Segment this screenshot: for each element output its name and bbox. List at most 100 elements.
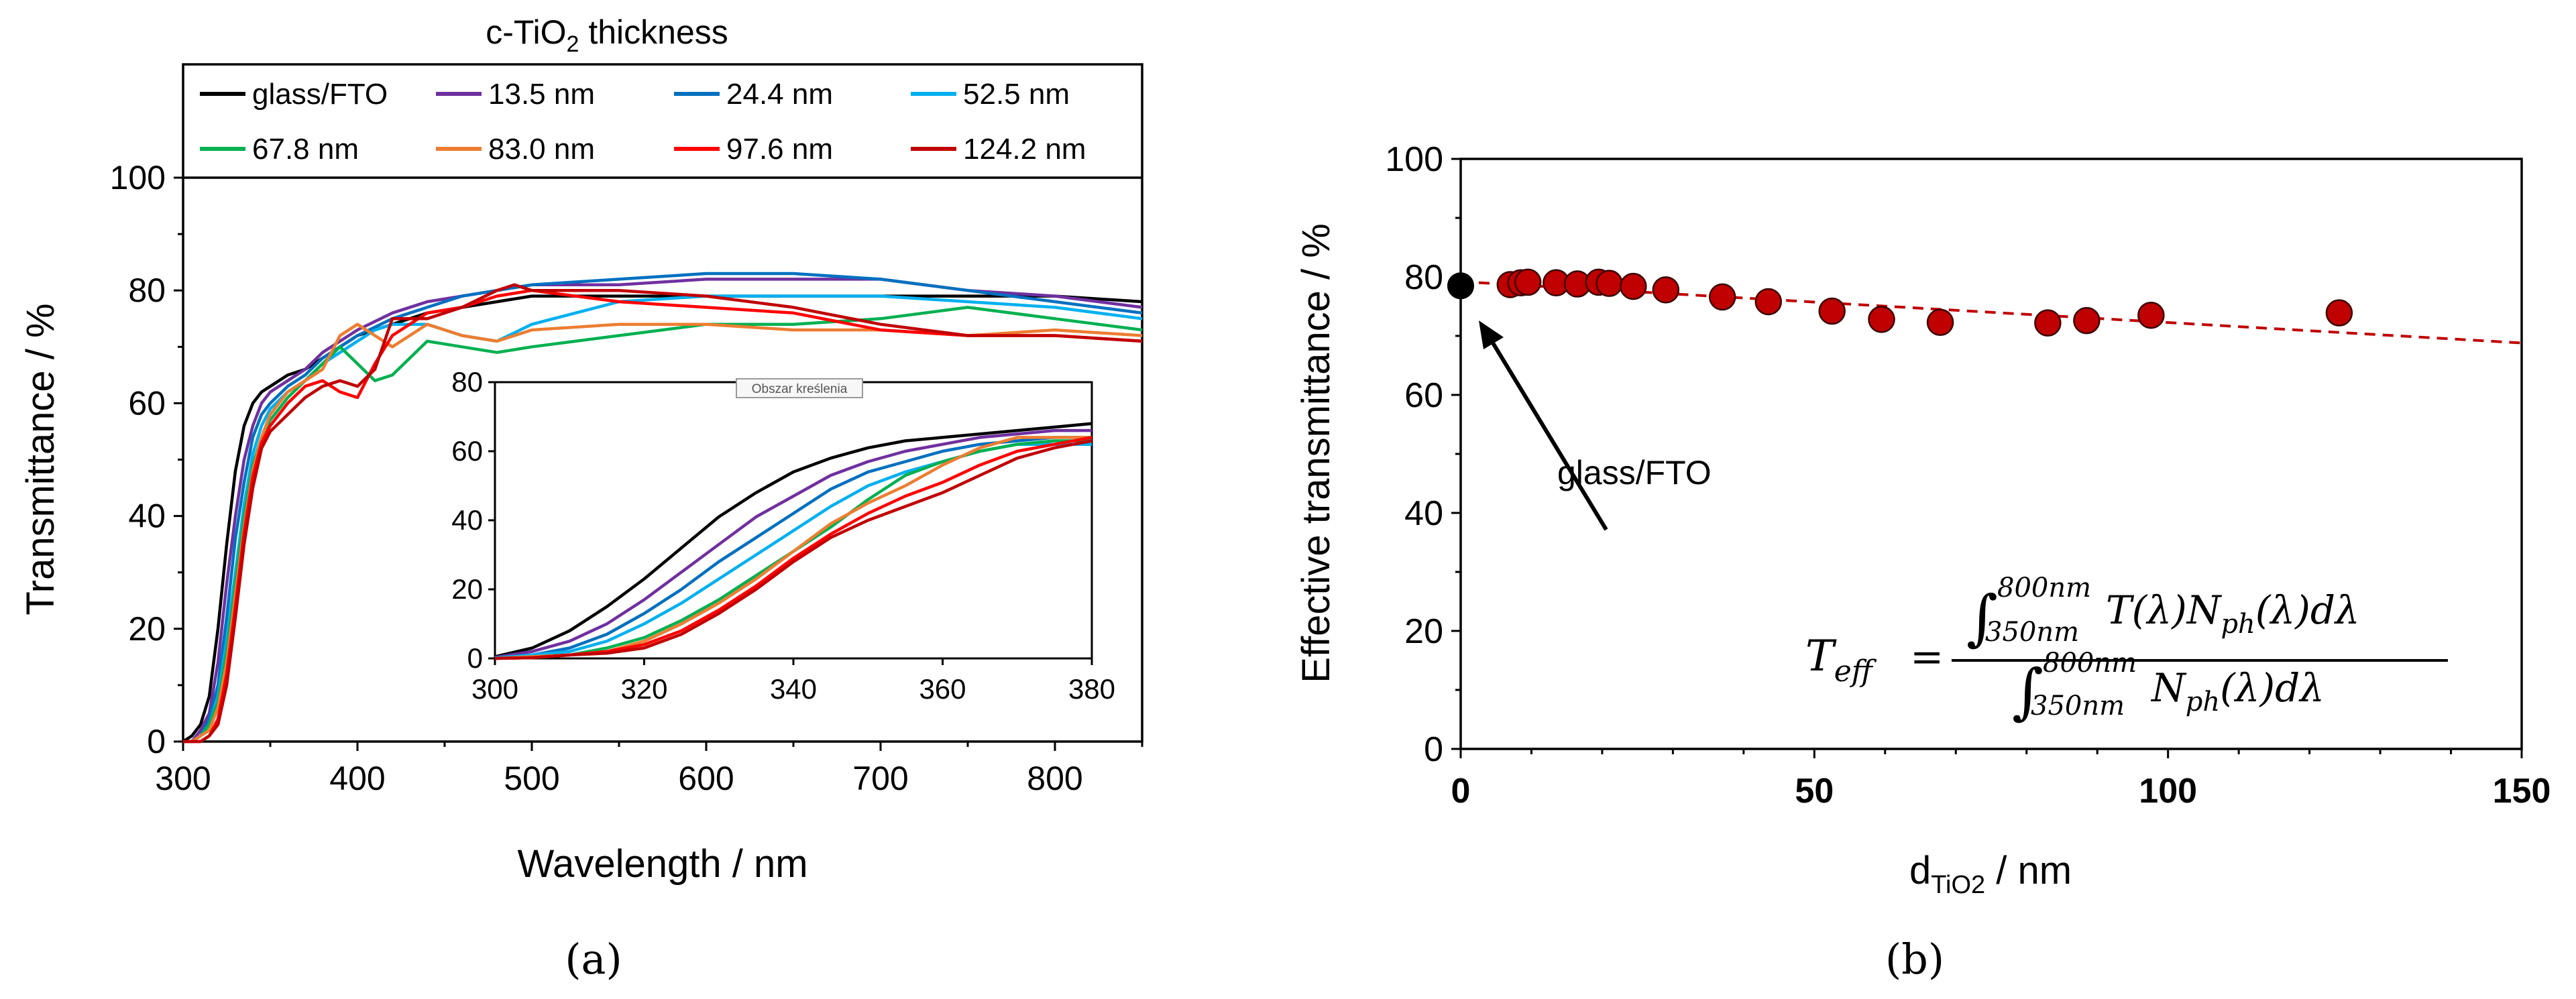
y-tick-label: 0 <box>147 723 166 760</box>
legend-entry: 124.2 nm <box>963 133 1086 166</box>
series-line-13-5-nm <box>183 278 1143 744</box>
inset-y-tick-label: 40 <box>451 504 483 536</box>
svg-text:Teff: Teff <box>1805 632 1877 689</box>
panel-a-ylabel: Transmittance / % <box>19 303 62 615</box>
data-point <box>1620 272 1647 300</box>
legend-entry: 67.8 nm <box>252 133 359 166</box>
inset-y-tick-label: 20 <box>451 573 483 605</box>
x-tick-label: 300 <box>155 760 211 797</box>
inset-x-tick-label: 360 <box>919 673 966 705</box>
panel-a-legend: glass/FTO 13.5 nm 24.4 nm 52.5 nm 67.8 nm 83.… <box>200 78 1086 166</box>
y-tick-label: 100 <box>1385 140 1443 179</box>
glass-fto-arrow <box>1479 320 1608 531</box>
y-tick-label: 80 <box>1404 258 1443 297</box>
data-point <box>2034 309 2062 337</box>
data-point <box>1514 268 1542 296</box>
x-tick-label: 100 <box>2139 772 2197 811</box>
panel-a-x-axis: 300 400 500 600 700 800 <box>155 742 1143 797</box>
panel-b: 0 20 40 60 80 100 0 50 100 150 glass/FTO Teff = … <box>1294 140 2551 984</box>
panel-a-title: c-TiO2 thickness <box>486 13 728 57</box>
svg-text:=: = <box>1910 634 1944 681</box>
svg-text:∫: ∫ <box>2012 656 2043 727</box>
panel-a-y-axis: 0 20 40 60 80 100 <box>110 159 183 760</box>
inset-label-box <box>736 378 863 398</box>
inset-series-line-124-2-nm <box>494 439 1093 660</box>
x-tick-label: 700 <box>852 760 908 797</box>
panel-b-x-axis: 0 50 100 150 <box>1451 749 2551 811</box>
legend-entry: 83.0 nm <box>488 133 595 166</box>
data-point <box>2073 306 2101 335</box>
data-point <box>1708 283 1736 311</box>
svg-text:350nm: 350nm <box>1985 617 2079 648</box>
data-point <box>2137 301 2165 329</box>
y-tick-label: 0 <box>1424 730 1443 769</box>
panel-a-series <box>182 272 1143 744</box>
y-tick-label: 20 <box>128 610 166 648</box>
inset-axes: 0 20 40 60 80 300 320 340 360 380 <box>451 366 1115 705</box>
panel-b-label: (b) <box>1885 935 1944 984</box>
y-tick-label: 60 <box>1404 376 1443 415</box>
y-tick-label: 100 <box>110 159 166 196</box>
glass-fto-annotation: glass/FTO <box>1557 454 1712 491</box>
svg-text:T(λ)Nph(λ)dλ: T(λ)Nph(λ)dλ <box>2106 587 2360 640</box>
x-tick-label: 800 <box>1027 760 1082 797</box>
glass-fto-point <box>1447 272 1474 300</box>
data-point <box>1926 308 1954 337</box>
y-tick-label: 20 <box>1404 612 1443 651</box>
x-tick-label: 600 <box>678 760 734 797</box>
inset-x-tick-label: 300 <box>471 673 518 705</box>
legend-entry: 24.4 nm <box>726 78 833 111</box>
trendline <box>1460 280 2522 345</box>
x-tick-label: 150 <box>2493 772 2551 811</box>
series-line-67-8-nm <box>183 306 1143 744</box>
svg-text:∫: ∫ <box>1966 583 1998 653</box>
x-tick-label: 400 <box>329 760 385 797</box>
inset-label: Obszar kreślenia <box>752 382 848 396</box>
x-tick-label: 500 <box>504 760 559 797</box>
series-line-83-0-nm <box>183 322 1143 744</box>
inset-y-tick-label: 60 <box>451 435 483 467</box>
y-tick-label: 60 <box>128 384 166 422</box>
legend-entry: 97.6 nm <box>726 133 833 166</box>
legend-entry: 52.5 nm <box>963 78 1070 111</box>
panel-a: c-TiO2 thickness glass/FTO 13.5 nm 24.4 nm… <box>19 13 1143 984</box>
y-tick-label: 40 <box>1404 494 1443 533</box>
series-line-124-2-nm <box>183 283 1143 744</box>
inset-y-tick-label: 0 <box>467 642 483 674</box>
y-tick-label: 80 <box>128 272 166 309</box>
panel-b-xlabel: dTiO2 / nm <box>1909 849 2072 899</box>
x-tick-label: 50 <box>1795 772 1834 811</box>
panel-a-label: (a) <box>565 935 622 984</box>
inset-chart: 0 20 40 60 80 300 320 340 360 380 Obszar kreśleni… <box>451 366 1115 705</box>
data-point <box>1595 270 1623 297</box>
svg-text:800nm: 800nm <box>1997 573 2091 603</box>
data-point <box>1868 306 1895 333</box>
svg-text:Nph(λ)dλ: Nph(λ)dλ <box>2150 665 2325 717</box>
data-point <box>1754 288 1783 316</box>
legend-entry: glass/FTO <box>252 78 388 111</box>
panel-b-points <box>1447 268 2353 337</box>
inset-y-tick-label: 80 <box>451 366 483 398</box>
panel-a-xlabel: Wavelength / nm <box>517 842 807 886</box>
series-line-97-6-nm <box>183 288 1143 744</box>
legend-entry: 13.5 nm <box>488 78 595 111</box>
inset-frame <box>494 381 1093 660</box>
y-tick-label: 40 <box>128 497 166 535</box>
inset-x-tick-label: 340 <box>770 673 817 705</box>
svg-text:800nm: 800nm <box>2043 648 2137 679</box>
inset-series-line-glass-fto <box>494 422 1093 658</box>
panel-b-y-axis: 0 20 40 60 80 100 <box>1385 140 1461 769</box>
panel-b-ylabel: Effective transmittance / % <box>1294 223 1338 683</box>
teff-formula: Teff = ∫ 800nm 350nm T(λ)Nph(λ)dλ ∫ 800n… <box>1805 573 2448 727</box>
x-tick-label: 0 <box>1451 772 1471 811</box>
data-point <box>1818 297 1846 325</box>
inset-x-tick-label: 380 <box>1068 673 1115 705</box>
inset-series <box>494 422 1093 660</box>
data-point <box>1652 276 1680 304</box>
inset-series-line-13-5-nm <box>494 428 1092 659</box>
series-line-52-5-nm <box>183 294 1143 744</box>
svg-text:350nm: 350nm <box>2031 691 2125 721</box>
inset-x-tick-label: 320 <box>620 673 667 705</box>
data-point <box>2325 299 2353 327</box>
